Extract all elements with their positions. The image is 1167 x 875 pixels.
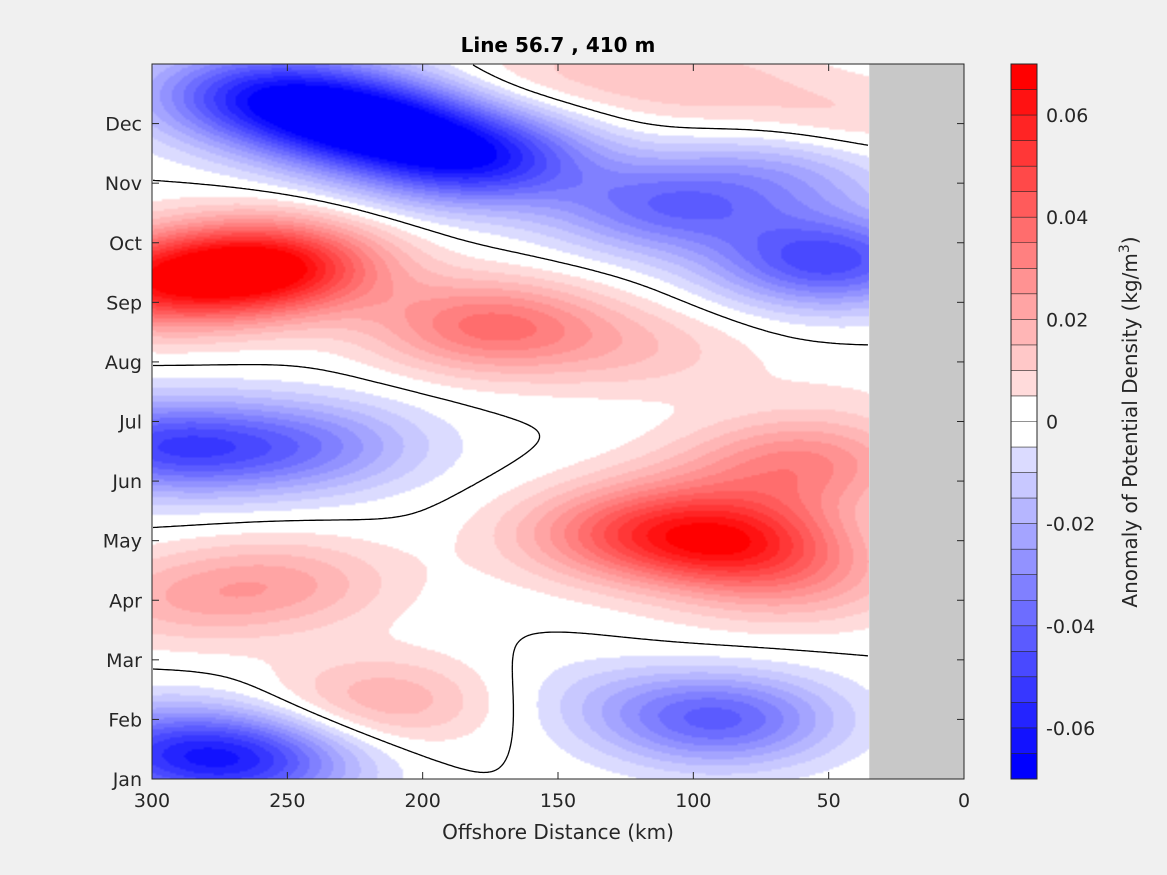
y-tick-label: Aug xyxy=(105,352,142,374)
colorbar-level xyxy=(1011,447,1037,473)
colorbar-level xyxy=(1011,549,1037,576)
colorbar-box xyxy=(1010,63,1038,780)
y-tick-label: Jan xyxy=(112,769,142,791)
no-data-region xyxy=(869,64,964,779)
colorbar-tick-label: -0.04 xyxy=(1046,616,1095,638)
colorbar-level xyxy=(1011,702,1037,729)
colorbar-level xyxy=(1011,625,1037,652)
colorbar-level xyxy=(1011,191,1037,218)
colorbar-level xyxy=(1011,727,1037,754)
colorbar-level xyxy=(1011,600,1037,627)
colorbar-tick-label: 0.06 xyxy=(1046,105,1088,127)
colorbar-level xyxy=(1011,217,1037,244)
y-tick-label: Jul xyxy=(118,412,142,434)
colorbar-level xyxy=(1011,676,1037,703)
colorbar-level xyxy=(1011,89,1037,116)
y-tick-label: May xyxy=(103,531,142,553)
colorbar-level xyxy=(1011,753,1037,780)
y-tick-label: Mar xyxy=(106,650,142,672)
colorbar-level xyxy=(1011,242,1037,269)
x-axis-label: Offshore Distance (km) xyxy=(442,820,674,844)
colorbar-level xyxy=(1011,64,1037,90)
y-tick-label: Apr xyxy=(109,590,142,612)
density-anomaly-field xyxy=(152,64,869,779)
colorbar-level xyxy=(1011,651,1037,678)
x-tick-label: 300 xyxy=(134,790,170,812)
colorbar-tick-label: 0 xyxy=(1046,412,1058,434)
colorbar-level xyxy=(1011,319,1037,346)
colorbar-level xyxy=(1011,574,1037,601)
colorbar-level xyxy=(1011,293,1037,320)
y-tick-label: Oct xyxy=(109,233,142,255)
colorbar-label-superscript: 3 xyxy=(1117,244,1133,253)
colorbar-level xyxy=(1011,472,1037,499)
colorbar-level xyxy=(1011,523,1037,550)
colorbar-level xyxy=(1011,370,1037,397)
colorbar-tick-label: -0.06 xyxy=(1046,718,1095,740)
colorbar-level xyxy=(1011,268,1037,295)
zero-contour xyxy=(152,64,869,774)
colorbar-tick-label: 0.02 xyxy=(1046,309,1088,331)
chart-title: Line 56.7 , 410 m xyxy=(461,33,656,57)
x-tick-label: 0 xyxy=(958,790,970,812)
colorbar-level xyxy=(1011,115,1037,141)
colorbar: 0.06 0.04 0.02 0 -0.02 -0.04 -0.06 xyxy=(1010,63,1095,780)
colorbar-level xyxy=(1011,421,1037,448)
colorbar-level xyxy=(1011,140,1037,167)
y-tick-label: Feb xyxy=(108,709,142,731)
x-tick-label: 150 xyxy=(540,790,576,812)
colorbar-level xyxy=(1011,395,1037,422)
colorbar-label: Anomaly of Potential Density (kg/m3) xyxy=(1117,236,1142,607)
x-tick-label: 250 xyxy=(269,790,305,812)
y-tick-label: Sep xyxy=(106,292,142,314)
colorbar-tick-label: 0.04 xyxy=(1046,207,1088,229)
y-tick-label: Nov xyxy=(105,173,142,195)
y-axis: Jan Feb Mar Apr May Jun Jul Aug Sep Oct Nov Dec xyxy=(103,114,964,791)
colorbar-tick-label: -0.02 xyxy=(1046,514,1095,536)
y-tick-label: Dec xyxy=(105,114,142,136)
colorbar-level xyxy=(1011,166,1037,192)
x-tick-label: 100 xyxy=(675,790,711,812)
x-axis: 300 250 200 150 100 50 0 xyxy=(134,64,970,812)
colorbar-level xyxy=(1011,344,1037,371)
colorbar-level xyxy=(1011,498,1037,524)
x-tick-label: 50 xyxy=(817,790,841,812)
y-tick-label: Jun xyxy=(111,471,142,493)
x-tick-label: 200 xyxy=(405,790,441,812)
